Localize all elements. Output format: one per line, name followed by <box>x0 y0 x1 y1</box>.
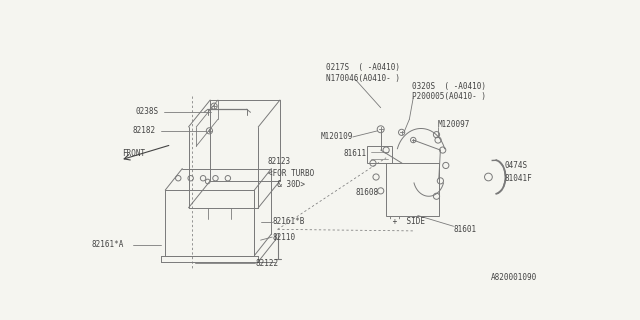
Text: 0320S  ( -A0410): 0320S ( -A0410) <box>412 82 486 91</box>
Text: N170046(A0410- ): N170046(A0410- ) <box>326 74 401 83</box>
Text: 81611: 81611 <box>344 149 367 158</box>
Text: A820001090: A820001090 <box>491 273 537 282</box>
Text: 81601: 81601 <box>454 225 477 234</box>
Text: 0217S  ( -A0410): 0217S ( -A0410) <box>326 63 401 72</box>
Text: '+' SIDE: '+' SIDE <box>388 217 426 226</box>
Text: 0474S: 0474S <box>505 161 528 170</box>
Text: 81041F: 81041F <box>505 174 532 183</box>
Text: M120097: M120097 <box>438 120 470 129</box>
Bar <box>367 146 392 163</box>
Text: FRONT: FRONT <box>122 149 145 158</box>
Text: <FOR TURBO: <FOR TURBO <box>268 169 314 178</box>
Text: 82110: 82110 <box>272 233 295 242</box>
Text: 82182: 82182 <box>132 126 156 135</box>
Text: & 30D>: & 30D> <box>268 180 305 189</box>
Text: P200005(A0410- ): P200005(A0410- ) <box>412 92 486 101</box>
Text: 82161*B: 82161*B <box>272 217 305 226</box>
Text: 0238S: 0238S <box>136 107 159 116</box>
Text: 82161*A: 82161*A <box>92 240 124 249</box>
Bar <box>386 163 439 215</box>
Text: M120109: M120109 <box>320 132 353 141</box>
Text: 82122: 82122 <box>255 259 278 268</box>
Text: 81608: 81608 <box>355 188 378 197</box>
Text: 82123: 82123 <box>268 157 291 166</box>
